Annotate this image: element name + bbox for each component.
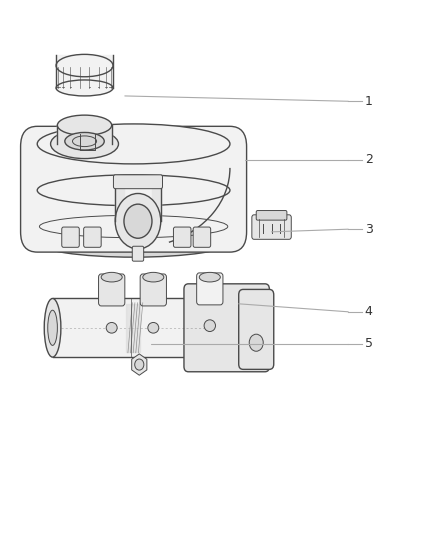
- FancyBboxPatch shape: [84, 227, 101, 247]
- Ellipse shape: [204, 320, 215, 332]
- Ellipse shape: [37, 228, 230, 257]
- Text: 4: 4: [365, 305, 373, 318]
- Circle shape: [115, 193, 161, 249]
- FancyBboxPatch shape: [256, 211, 287, 220]
- FancyBboxPatch shape: [113, 175, 162, 189]
- Text: 2: 2: [365, 154, 373, 166]
- Circle shape: [124, 204, 152, 238]
- FancyBboxPatch shape: [173, 227, 191, 247]
- Ellipse shape: [101, 272, 122, 282]
- Ellipse shape: [44, 298, 61, 357]
- FancyBboxPatch shape: [252, 215, 291, 239]
- Ellipse shape: [143, 272, 164, 282]
- FancyBboxPatch shape: [239, 289, 274, 369]
- FancyBboxPatch shape: [193, 227, 211, 247]
- FancyBboxPatch shape: [140, 274, 166, 306]
- Text: 1: 1: [365, 95, 373, 108]
- Ellipse shape: [65, 132, 104, 150]
- Circle shape: [249, 334, 263, 351]
- FancyBboxPatch shape: [132, 246, 144, 261]
- Ellipse shape: [56, 54, 113, 77]
- Polygon shape: [132, 354, 147, 375]
- Ellipse shape: [57, 115, 112, 135]
- Ellipse shape: [106, 322, 117, 333]
- Ellipse shape: [48, 310, 57, 345]
- Ellipse shape: [37, 124, 230, 164]
- Ellipse shape: [56, 80, 113, 96]
- FancyBboxPatch shape: [184, 284, 269, 372]
- Ellipse shape: [73, 136, 96, 147]
- Text: 5: 5: [365, 337, 373, 350]
- FancyBboxPatch shape: [197, 273, 223, 305]
- Ellipse shape: [199, 272, 220, 282]
- FancyBboxPatch shape: [62, 227, 79, 247]
- Ellipse shape: [148, 322, 159, 333]
- FancyBboxPatch shape: [21, 126, 247, 252]
- Text: 3: 3: [365, 223, 373, 236]
- Circle shape: [135, 359, 144, 370]
- Ellipse shape: [51, 130, 118, 159]
- FancyBboxPatch shape: [99, 274, 125, 306]
